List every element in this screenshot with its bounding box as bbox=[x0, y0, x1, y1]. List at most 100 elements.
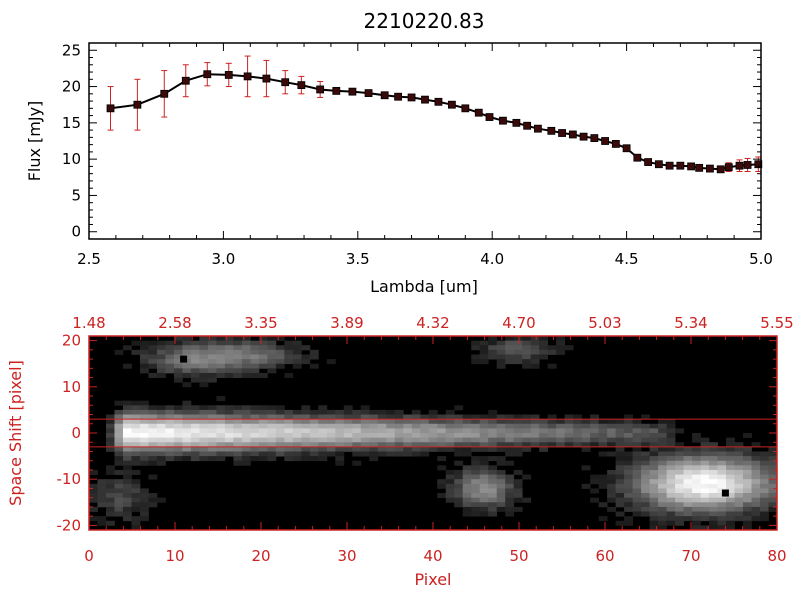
image-pixel bbox=[658, 493, 667, 499]
image-pixel bbox=[199, 423, 209, 429]
image-pixel bbox=[768, 469, 778, 475]
image-pixel bbox=[105, 437, 115, 443]
image-pixel bbox=[658, 488, 667, 494]
image-pixel bbox=[513, 442, 523, 448]
image-pixel bbox=[581, 465, 591, 471]
image-pixel bbox=[267, 423, 277, 429]
image-pixel bbox=[122, 460, 132, 466]
image-pixel bbox=[479, 423, 489, 429]
image-pixel bbox=[309, 456, 319, 462]
image-pixel bbox=[352, 414, 362, 420]
image-pixel bbox=[241, 345, 251, 351]
image-pixel bbox=[658, 456, 667, 462]
image-pixel bbox=[607, 423, 617, 429]
image-pixel bbox=[190, 349, 200, 355]
image-pixel bbox=[675, 465, 684, 471]
image-pixel bbox=[377, 423, 387, 429]
image-pixel bbox=[139, 345, 149, 351]
image-pixel bbox=[97, 483, 107, 489]
image-pixel bbox=[156, 405, 166, 411]
image-pixel bbox=[258, 345, 268, 351]
image-pixel bbox=[326, 359, 336, 365]
image-pixel bbox=[598, 479, 608, 485]
image-pixel bbox=[666, 469, 676, 475]
image-pixel bbox=[751, 469, 761, 475]
image-pixel bbox=[122, 423, 132, 429]
image-pixel bbox=[649, 433, 659, 439]
image-pixel bbox=[496, 419, 506, 425]
image-pixel bbox=[224, 349, 234, 355]
image-pixel bbox=[641, 506, 650, 512]
image-pixel bbox=[233, 363, 243, 369]
image-pixel bbox=[148, 419, 158, 425]
image-pixel bbox=[768, 460, 778, 466]
image-pixel bbox=[233, 409, 243, 415]
image-pixel bbox=[675, 469, 684, 475]
data-point bbox=[706, 164, 714, 173]
image-pixel bbox=[539, 419, 549, 425]
image-pixel bbox=[607, 506, 617, 512]
image-pixel bbox=[309, 442, 319, 448]
image-pixel bbox=[139, 368, 149, 374]
image-pixel bbox=[496, 488, 506, 494]
image-pixel bbox=[658, 520, 667, 526]
image-pixel bbox=[624, 520, 633, 526]
image-pixel bbox=[530, 442, 540, 448]
image-pixel bbox=[598, 437, 608, 443]
image-pixel bbox=[709, 488, 718, 494]
image-pixel bbox=[105, 469, 115, 475]
image-pixel bbox=[488, 336, 498, 342]
image-pixel bbox=[539, 354, 549, 360]
image-pixel bbox=[615, 502, 625, 508]
image-pixel bbox=[97, 493, 107, 499]
image-pixel bbox=[590, 414, 600, 420]
image-pixel bbox=[675, 488, 684, 494]
image-pixel bbox=[105, 433, 115, 439]
image-pixel bbox=[148, 497, 158, 503]
image-pixel bbox=[743, 465, 752, 471]
image-pixel bbox=[454, 483, 464, 489]
image-pixel bbox=[224, 363, 234, 369]
image-pixel bbox=[156, 372, 166, 378]
image-pixel bbox=[734, 497, 744, 503]
image-pixel bbox=[454, 451, 464, 457]
image-pixel bbox=[267, 345, 277, 351]
image-pixel bbox=[275, 442, 285, 448]
image-pixel bbox=[709, 465, 718, 471]
image-pixel bbox=[666, 428, 676, 434]
image-pixel bbox=[513, 345, 523, 351]
image-pixel bbox=[615, 474, 625, 480]
image-pixel bbox=[462, 451, 472, 457]
image-pixel bbox=[284, 437, 294, 443]
image-pixel bbox=[156, 456, 166, 462]
image-pixel bbox=[301, 437, 311, 443]
image-pixel bbox=[114, 506, 124, 512]
image-pixel bbox=[675, 428, 684, 434]
image-pixel bbox=[199, 433, 209, 439]
image-pixel bbox=[343, 437, 353, 443]
image-pixel bbox=[156, 345, 166, 351]
image-pixel bbox=[624, 465, 633, 471]
image-pixel bbox=[250, 345, 260, 351]
image-pixel bbox=[726, 456, 735, 462]
image-pixel bbox=[131, 340, 141, 346]
image-pixel bbox=[675, 502, 684, 508]
image-pixel bbox=[471, 340, 481, 346]
image-pixel bbox=[207, 359, 217, 365]
image-pixel bbox=[666, 474, 676, 480]
image-pixel bbox=[224, 336, 234, 342]
image-pixel bbox=[114, 437, 124, 443]
image-pixel bbox=[522, 349, 532, 355]
image-pixel bbox=[173, 349, 183, 355]
image-pixel bbox=[165, 340, 175, 346]
image-pixel bbox=[471, 497, 481, 503]
image-pixel bbox=[751, 451, 761, 457]
image-pixel bbox=[165, 437, 175, 443]
image-pixel bbox=[241, 442, 251, 448]
image-pixel bbox=[411, 433, 421, 439]
image-pixel bbox=[547, 345, 557, 351]
image-pixel bbox=[377, 442, 387, 448]
image-pixel bbox=[309, 451, 319, 457]
image-pixel bbox=[513, 359, 523, 365]
image-pixel bbox=[105, 465, 115, 471]
